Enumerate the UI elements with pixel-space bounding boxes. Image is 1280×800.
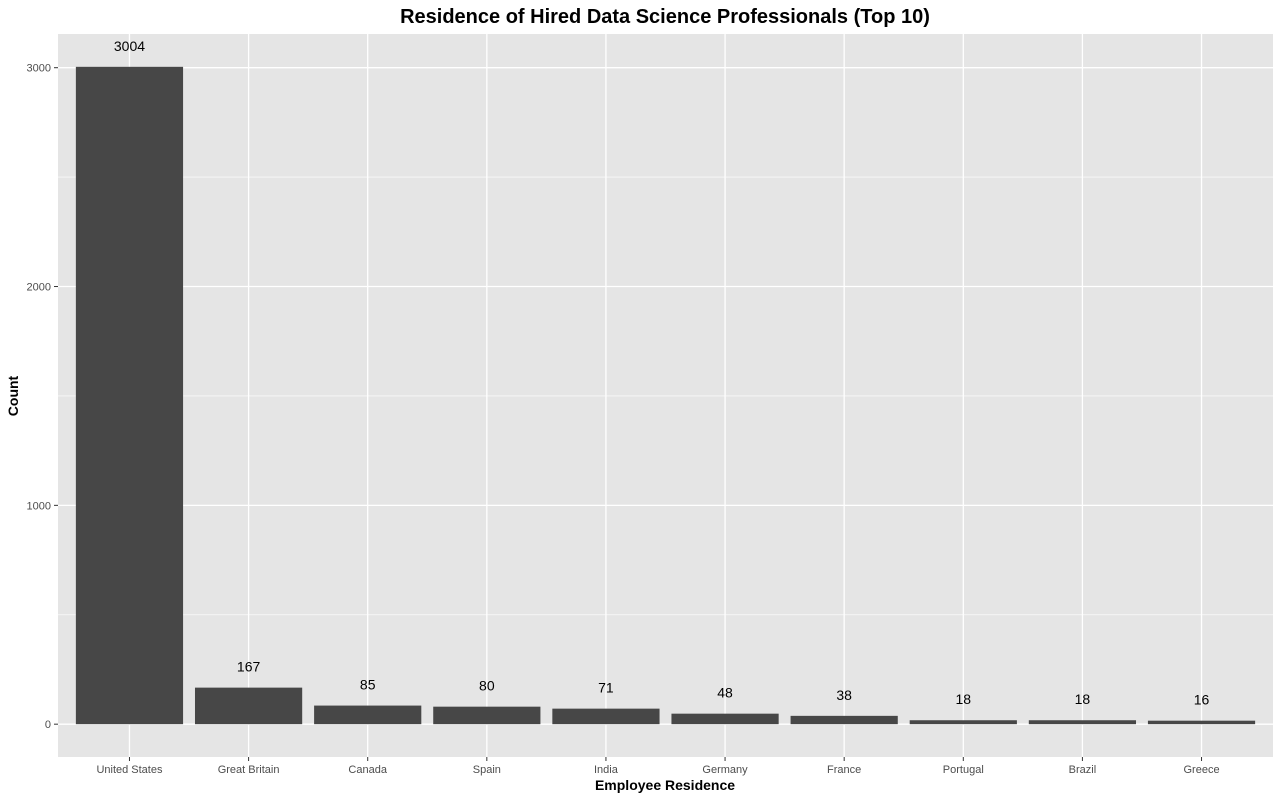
y-tick-label: 3000 [27,63,51,75]
y-axis: 0 1000 2000 3000 [27,63,58,731]
bar [790,715,898,725]
bar-value-label: 71 [598,680,614,696]
plot-panel [58,34,1273,757]
x-tick-label: Spain [473,764,501,776]
bar-value-label: 38 [836,687,852,703]
bars [75,66,1256,725]
bar-value-label: 16 [1194,692,1210,708]
x-axis: United States Great Britain Canada Spain Ind… [96,757,1220,776]
bar-value-label: 18 [956,691,972,707]
bar-value-label: 80 [479,678,495,694]
bar [433,706,541,725]
chart-title: Residence of Hired Data Science Professi… [400,6,930,28]
bar [194,687,303,725]
bar [75,66,184,725]
bar [909,720,1017,725]
x-tick-label: Germany [702,764,748,776]
x-tick-label: France [827,764,861,776]
bar [1147,720,1256,725]
bar-value-label: 3004 [114,38,145,54]
x-tick-label: Canada [348,764,387,776]
bar-value-label: 167 [237,659,261,675]
bar-value-label: 85 [360,677,376,693]
major-gridlines [58,34,1273,757]
y-tick-label: 0 [45,719,51,731]
bar [552,708,660,725]
y-tick-label: 1000 [27,500,51,512]
x-tick-label: Portugal [943,764,984,776]
bar [314,705,422,725]
x-tick-label: India [594,764,619,776]
x-axis-title: Employee Residence [595,777,735,793]
x-tick-label: Great Britain [218,764,280,776]
bar-value-label: 18 [1075,691,1091,707]
y-tick-label: 2000 [27,282,51,294]
x-tick-label: United States [96,764,163,776]
minor-gridlines [58,176,1273,616]
x-tick-label: Greece [1183,764,1219,776]
y-axis-title: Count [5,375,21,416]
data-labels: 3004 167 85 80 71 48 38 18 18 16 [114,38,1210,708]
x-tick-label: Brazil [1069,764,1097,776]
bar-value-label: 48 [717,685,733,701]
bar [1028,720,1137,725]
bar [671,713,779,725]
